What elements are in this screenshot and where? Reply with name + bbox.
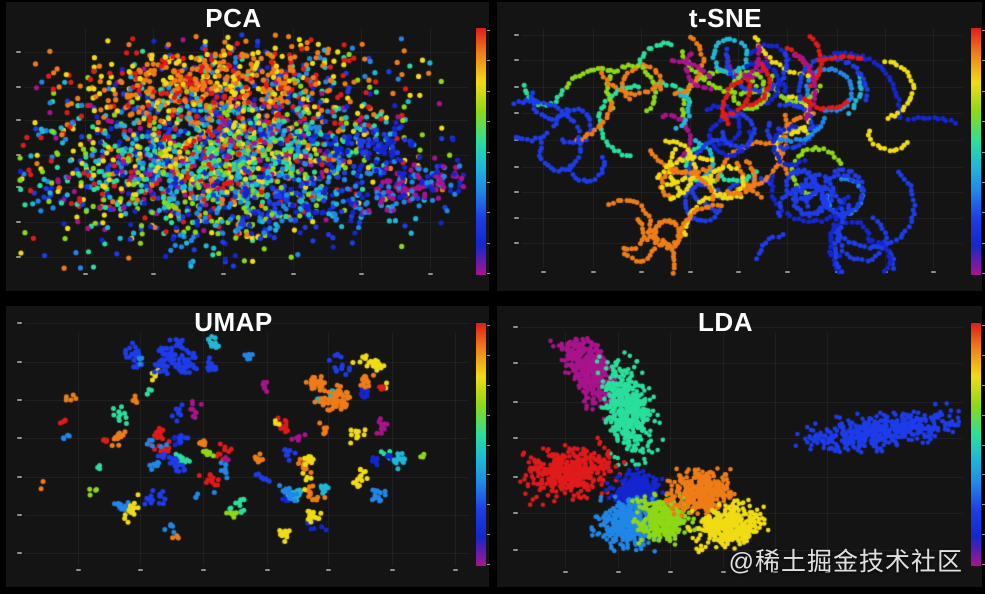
watermark: @稀土掘金技术社区 bbox=[728, 548, 963, 576]
colorbar-tick bbox=[487, 354, 490, 356]
lda-points-canvas bbox=[497, 306, 982, 587]
panel-umap: UMAP bbox=[6, 306, 490, 587]
colorbar-tick bbox=[982, 564, 985, 565]
lda-colorbar bbox=[971, 323, 981, 566]
colorbar-tick bbox=[487, 121, 490, 123]
colorbar-tick bbox=[982, 90, 985, 92]
colorbar-tick bbox=[487, 242, 490, 244]
colorbar-tick bbox=[487, 534, 490, 536]
colorbar-tick bbox=[982, 60, 985, 62]
colorbar-tick bbox=[982, 354, 985, 356]
umap-points-canvas bbox=[6, 306, 489, 587]
colorbar-tick bbox=[487, 384, 490, 386]
colorbar-tick bbox=[487, 474, 490, 476]
colorbar-tick bbox=[982, 444, 985, 446]
colorbar-tick bbox=[982, 534, 985, 536]
colorbar-tick bbox=[982, 273, 985, 274]
pca-colorbar bbox=[476, 28, 486, 275]
colorbar-tick bbox=[982, 414, 985, 416]
umap-colorbar bbox=[476, 323, 486, 566]
colorbar-tick bbox=[487, 414, 490, 416]
pca-scatter-plot bbox=[6, 2, 489, 291]
pca-points-canvas bbox=[6, 2, 489, 291]
panel-lda: LDA bbox=[497, 306, 985, 587]
panel-pca: PCA bbox=[6, 2, 490, 291]
colorbar-tick bbox=[487, 90, 490, 92]
lda-title: LDA bbox=[698, 307, 753, 337]
colorbar-tick bbox=[487, 273, 490, 274]
colorbar-tick bbox=[982, 504, 985, 506]
colorbar-tick bbox=[982, 384, 985, 386]
colorbar-tick bbox=[487, 212, 490, 214]
colorbar-tick bbox=[982, 121, 985, 123]
tsne-title: t-SNE bbox=[688, 3, 763, 33]
umap-scatter-plot bbox=[6, 306, 489, 587]
tsne-points-canvas bbox=[497, 2, 982, 291]
colorbar-tick bbox=[487, 444, 490, 446]
colorbar-tick bbox=[487, 325, 490, 326]
colorbar-tick bbox=[487, 181, 490, 183]
colorbar-tick bbox=[982, 151, 985, 153]
tsne-colorbar bbox=[971, 28, 981, 275]
colorbar-tick bbox=[982, 30, 985, 31]
colorbar-tick bbox=[982, 474, 985, 476]
colorbar-tick bbox=[487, 564, 490, 565]
colorbar-tick bbox=[982, 181, 985, 183]
colorbar-tick bbox=[487, 504, 490, 506]
umap-title: UMAP bbox=[194, 307, 273, 337]
tsne-scatter-plot bbox=[497, 2, 982, 291]
colorbar-tick bbox=[487, 30, 490, 31]
lda-scatter-plot bbox=[497, 306, 982, 587]
pca-title: PCA bbox=[205, 3, 262, 33]
colorbar-tick bbox=[487, 151, 490, 153]
colorbar-tick bbox=[982, 242, 985, 244]
panel-tsne: t-SNE bbox=[497, 2, 985, 291]
colorbar-tick bbox=[982, 325, 985, 326]
colorbar-tick bbox=[982, 212, 985, 214]
colorbar-tick bbox=[487, 60, 490, 62]
